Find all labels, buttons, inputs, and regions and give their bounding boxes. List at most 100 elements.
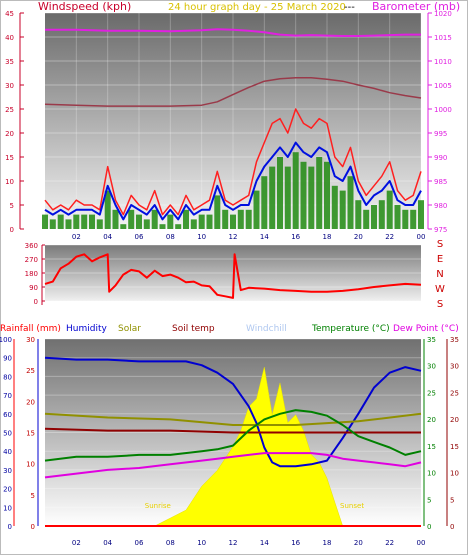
barometer-tick-label: 1015 bbox=[434, 34, 452, 42]
wind-time-tick-labels: 02 04 06 08 10 12 14 16 18 20 22 00 bbox=[72, 233, 426, 241]
temp-humidity-panel: Rainfall (mm) Humidity Solar Soil temp Windc… bbox=[0, 324, 459, 547]
rainfall-tick-label: 10 bbox=[3, 504, 12, 512]
wind-time-tick-label: 20 bbox=[354, 233, 363, 241]
solar-radiation-area bbox=[154, 367, 344, 527]
wind-avg-bar bbox=[292, 152, 299, 229]
humidity-tick-label: 10 bbox=[26, 461, 35, 469]
temp-time-tick-label: 08 bbox=[166, 539, 175, 547]
wind-avg-bar bbox=[371, 205, 377, 229]
temp-time-tick-label: 04 bbox=[103, 539, 112, 547]
rainfall-tick-label: 20 bbox=[3, 486, 12, 494]
dew-point-tick-label: 30 bbox=[450, 363, 459, 371]
wind-time-tick-label: 06 bbox=[135, 233, 144, 241]
temp-time-tick-label: 18 bbox=[323, 539, 332, 547]
direction-tick-labels: 0 90 180 270 360 bbox=[25, 242, 45, 306]
temperature-tick-label: 35 bbox=[427, 336, 436, 344]
dew-point-tick-label: 25 bbox=[450, 389, 459, 397]
rainfall-tick-label: 80 bbox=[3, 373, 12, 381]
wind-avg-bar bbox=[300, 161, 307, 229]
temp-time-tick-label: 00 bbox=[417, 539, 426, 547]
barometer-trend-line bbox=[44, 77, 422, 107]
direction-tick-label: 270 bbox=[25, 256, 38, 264]
dew-point-tick-label: 15 bbox=[450, 443, 459, 451]
barometer-line bbox=[45, 28, 421, 37]
humidity-line bbox=[44, 356, 422, 468]
windspeed-axis-label: Windspeed (kph) bbox=[38, 0, 131, 13]
temperature-tick-label: 25 bbox=[427, 389, 436, 397]
rainfall-tick-label: 0 bbox=[8, 523, 12, 531]
temperature-tick-label: 5 bbox=[427, 496, 431, 504]
humidity-tick-label: 15 bbox=[26, 430, 35, 438]
wind-series bbox=[42, 28, 424, 229]
legend-label: Solar bbox=[118, 324, 141, 334]
barometer-axis-label: Barometer (mb) bbox=[372, 0, 460, 13]
wind-time-tick-label: 12 bbox=[229, 233, 238, 241]
wind-avg-bar bbox=[167, 214, 174, 229]
legend-label: Rainfall (mm) bbox=[0, 324, 61, 334]
windspeed-tick-label: 45 bbox=[5, 10, 14, 18]
barometer-tick-label: 985 bbox=[434, 178, 447, 186]
wind-average-line bbox=[44, 141, 422, 221]
temp-time-tick-label: 20 bbox=[354, 539, 363, 547]
temp-time-tick-label: 02 bbox=[72, 539, 81, 547]
wind-avg-bar bbox=[143, 219, 150, 229]
barometer-tick-labels: 975 980 985 990 995 1000 1005 1010 1015 1020 bbox=[428, 10, 452, 234]
wind-avg-bar bbox=[355, 200, 362, 229]
soil-temp-line bbox=[44, 427, 421, 434]
wind-avg-bar bbox=[378, 200, 385, 229]
windspeed-tick-label: 5 bbox=[10, 202, 14, 210]
wind-direction-line bbox=[44, 253, 422, 299]
wind-avg-bar bbox=[128, 209, 135, 229]
temperature-tick-label: 20 bbox=[427, 416, 436, 424]
wind-avg-bar bbox=[151, 209, 158, 229]
wind-avg-bar bbox=[418, 200, 424, 229]
barometer-tick-label: 990 bbox=[434, 154, 447, 162]
wind-avg-bar bbox=[96, 219, 103, 229]
wind-avg-bar bbox=[65, 219, 72, 229]
direction-tick-label: 180 bbox=[25, 270, 38, 278]
wind-time-tick-label: 04 bbox=[103, 233, 112, 241]
wind-avg-bar bbox=[214, 195, 221, 229]
wind-avg-bar bbox=[175, 224, 182, 229]
legend-label: Temperature (°C) bbox=[311, 324, 390, 334]
barometer-tick-label: 995 bbox=[434, 130, 447, 138]
rainfall-tick-label: 100 bbox=[0, 336, 12, 344]
temp-axes: 0102030405060708090100051015202530051015… bbox=[0, 336, 459, 531]
wind-avg-bar bbox=[73, 214, 80, 229]
windspeed-tick-label: 0 bbox=[10, 226, 14, 234]
legend-label: Humidity bbox=[66, 324, 107, 334]
rainfall-tick-label: 70 bbox=[3, 392, 12, 400]
barometer-tick-label: 975 bbox=[434, 226, 447, 234]
solar-line bbox=[44, 412, 422, 426]
wind-time-tick-label: 00 bbox=[417, 233, 426, 241]
windspeed-tick-label: 40 bbox=[5, 34, 14, 42]
rainfall-tick-label: 90 bbox=[3, 355, 12, 363]
rainfall-tick-label: 30 bbox=[3, 467, 12, 475]
windspeed-tick-label: 30 bbox=[5, 82, 14, 90]
wind-avg-bar bbox=[363, 209, 370, 229]
dew-point-tick-label: 20 bbox=[450, 416, 459, 424]
wind-avg-bar bbox=[159, 224, 166, 229]
temperature-tick-label: 0 bbox=[427, 523, 431, 531]
wind-baro-panel: Windspeed (kph) 24 hour graph day - 25 M… bbox=[5, 0, 460, 241]
rainfall-tick-label: 50 bbox=[3, 430, 12, 438]
wind-avg-bar bbox=[104, 190, 111, 229]
wind-time-tick-label: 02 bbox=[72, 233, 81, 241]
rainfall-tick-label: 60 bbox=[3, 411, 12, 419]
temperature-tick-label: 15 bbox=[427, 443, 436, 451]
wind-avg-bar bbox=[316, 157, 323, 229]
humidity-tick-label: 0 bbox=[31, 523, 35, 531]
temp-series: Sunrise Sunset bbox=[44, 356, 422, 527]
barometer-tick-label: 1005 bbox=[434, 82, 452, 90]
wind-avg-bar bbox=[237, 209, 244, 229]
wind-avg-bar bbox=[136, 214, 142, 229]
compass-label: N bbox=[436, 269, 443, 280]
windspeed-tick-label: 35 bbox=[5, 58, 14, 66]
temperature-tick-label: 10 bbox=[427, 470, 436, 478]
wind-avg-bar bbox=[112, 209, 119, 229]
temp-time-tick-labels: 02 04 06 08 10 12 14 16 18 20 22 00 bbox=[72, 539, 426, 547]
title-separator: --- bbox=[344, 2, 355, 13]
humidity-tick-label: 25 bbox=[26, 367, 35, 375]
